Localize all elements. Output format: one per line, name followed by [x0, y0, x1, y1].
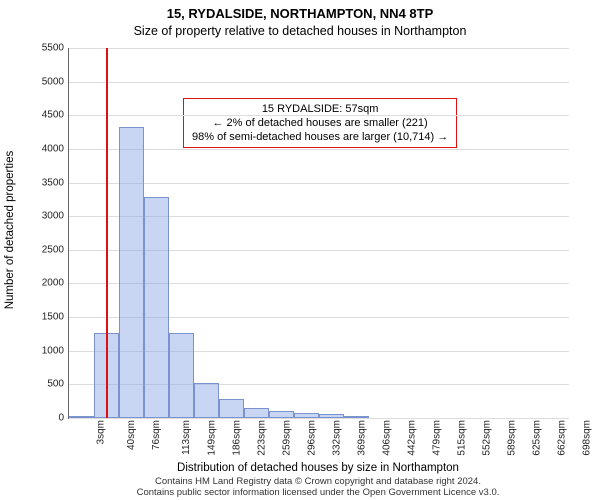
histogram-bar — [119, 127, 144, 418]
x-tick-label: 625sqm — [531, 420, 542, 456]
y-tick-label: 4000 — [42, 143, 64, 154]
plot-area: 15 RYDALSIDE: 57sqm ← 2% of detached hou… — [68, 48, 569, 419]
x-tick-label: 698sqm — [581, 420, 592, 456]
chart-container: 15, RYDALSIDE, NORTHAMPTON, NN4 8TP Size… — [0, 0, 600, 500]
y-tick-label: 4500 — [42, 110, 64, 121]
histogram-bar — [244, 408, 269, 418]
x-tick-label: 662sqm — [557, 420, 568, 456]
histogram-bar — [294, 413, 319, 418]
histogram-bar — [169, 333, 194, 418]
x-tick-label: 406sqm — [382, 420, 393, 456]
annotation-line: 15 RYDALSIDE: 57sqm — [192, 102, 448, 116]
y-tick-label: 2500 — [42, 244, 64, 255]
histogram-bar — [144, 197, 169, 418]
x-tick-label: 296sqm — [307, 420, 318, 456]
gridline — [69, 418, 569, 419]
x-tick-label: 479sqm — [432, 420, 443, 456]
chart-title: Size of property relative to detached ho… — [0, 24, 600, 38]
x-axis-label: Distribution of detached houses by size … — [68, 462, 568, 474]
y-tick-label: 2000 — [42, 278, 64, 289]
x-tick-label: 186sqm — [232, 420, 243, 456]
x-tick-label: 113sqm — [181, 420, 192, 455]
y-tick-label: 1500 — [42, 312, 64, 323]
x-tick-label: 149sqm — [206, 420, 217, 456]
y-tick-label: 3000 — [42, 211, 64, 222]
annotation-line: 98% of semi-detached houses are larger (… — [192, 130, 448, 144]
y-axis-label: Number of detached properties — [4, 151, 16, 310]
y-tick-label: 5500 — [42, 43, 64, 54]
annotation-box: 15 RYDALSIDE: 57sqm ← 2% of detached hou… — [183, 98, 457, 148]
histogram-bar — [269, 411, 294, 418]
x-tick-label: 76sqm — [151, 420, 162, 450]
chart-supertitle: 15, RYDALSIDE, NORTHAMPTON, NN4 8TP — [0, 6, 600, 21]
x-tick-label: 369sqm — [357, 420, 368, 456]
y-tick-label: 3500 — [42, 177, 64, 188]
x-tick-label: 589sqm — [507, 420, 518, 456]
histogram-bar — [344, 416, 369, 418]
histogram-bar — [69, 416, 94, 418]
x-tick-label: 223sqm — [257, 420, 268, 456]
y-tick-label: 500 — [47, 379, 64, 390]
y-tick-label: 5000 — [42, 76, 64, 87]
histogram-bar — [319, 414, 344, 418]
x-tick-label: 3sqm — [95, 420, 106, 444]
footer-line: Contains HM Land Registry data © Crown c… — [155, 476, 481, 487]
x-tick-label: 40sqm — [126, 420, 137, 450]
histogram-bar — [219, 399, 244, 418]
y-tick-label: 0 — [58, 413, 64, 424]
gridline — [69, 82, 569, 83]
x-tick-label: 515sqm — [456, 420, 467, 456]
x-tick-label: 552sqm — [482, 420, 493, 456]
x-tick-label: 332sqm — [331, 420, 342, 456]
footer-text: Contains HM Land Registry data © Crown c… — [68, 476, 568, 498]
gridline — [69, 48, 569, 49]
x-tick-label: 442sqm — [406, 420, 417, 456]
x-tick-label: 259sqm — [281, 420, 292, 456]
y-tick-label: 1000 — [42, 345, 64, 356]
marker-line — [106, 48, 108, 418]
histogram-bar — [194, 383, 219, 418]
gridline — [69, 115, 569, 116]
footer-line: Contains public sector information licen… — [137, 487, 500, 498]
annotation-line: ← 2% of detached houses are smaller (221… — [192, 116, 448, 130]
